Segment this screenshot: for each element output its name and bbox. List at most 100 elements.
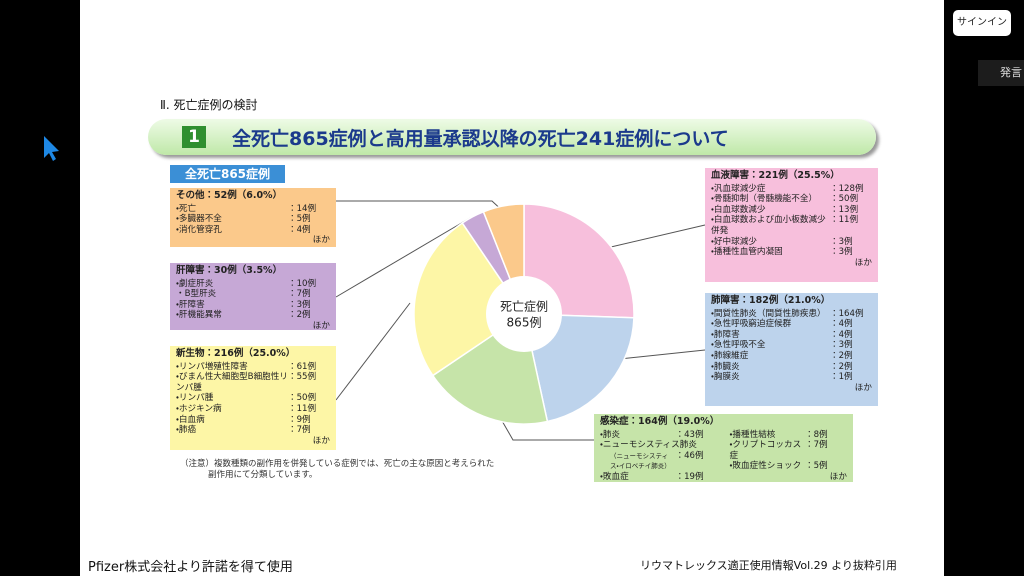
item-name: ・消化管穿孔 bbox=[176, 224, 222, 235]
item-count: ：10例 bbox=[288, 278, 317, 289]
item-row: ・肝障害 ：3例 bbox=[176, 300, 330, 311]
item-row: ・B型肝炎 ：7例 bbox=[176, 289, 330, 300]
item-name: ・汎血球減少症 bbox=[711, 183, 766, 194]
title-banner bbox=[148, 119, 876, 155]
group-header: 感染症：164例（19.0%） bbox=[600, 416, 720, 427]
item-other: ほか bbox=[312, 435, 330, 446]
item-name: ・びまん性大細胞型B細胞性リンパ腫 bbox=[176, 372, 288, 393]
item-count: ：164例 bbox=[830, 308, 864, 319]
item-count: ：3例 bbox=[830, 340, 853, 351]
item: ・汎血球減少症 ：128例 bbox=[711, 184, 872, 195]
item-count: ：14例 bbox=[288, 203, 317, 214]
item: ・クリプトコッカス症 ：7例 bbox=[730, 440, 848, 461]
item: ・敗血症 ：19例 bbox=[600, 472, 718, 483]
item-row: ・播種性結核 ：8例 bbox=[730, 430, 848, 441]
note-line: （注意）複数種類の副作用を併発している症例では、死亡の主な原因と考えられた bbox=[180, 459, 495, 469]
center-label: 865例 bbox=[507, 316, 542, 330]
item-count: ：11例 bbox=[830, 215, 859, 226]
item-row: ・白血球数および血小板数減少併発 ：11例 bbox=[711, 215, 872, 236]
item-list: ・死亡 ：14例 ・多臓器不全 ：5例 ・消化管穿孔 ：4例 bbox=[176, 204, 330, 236]
item: ・肺障害 ：4例 bbox=[711, 330, 872, 341]
item-list: ・汎血球減少症 ：128例 ・骨髄抑制（骨髄機能不全） ：50例 ・白血球数減少 ：13例… bbox=[711, 184, 872, 258]
item-name: ・白血球数および血小板数減少併発 bbox=[711, 215, 826, 236]
item-count: ：11例 bbox=[288, 403, 317, 414]
item-count: ：50例 bbox=[288, 393, 317, 404]
item: ・肝機能異常 ：2例 bbox=[176, 310, 330, 321]
item-name: ・白血病 bbox=[176, 414, 205, 425]
item-other: ほか bbox=[312, 320, 330, 331]
item-name: ・敗血症 bbox=[600, 471, 629, 482]
item-name: ・敗血症性ショック bbox=[729, 461, 802, 472]
note: （注意）複数種類の副作用を併発している症例では、死亡の主な原因と考えられた 副作… bbox=[180, 459, 494, 481]
item-name: ・肝機能異常 bbox=[176, 310, 222, 321]
item: ・骨髄抑制（骨髄機能不全） ：50例 bbox=[711, 194, 872, 205]
item-row: ・リンパ腫 ：50例 bbox=[176, 393, 330, 404]
item-row: ・消化管穿孔 ：4例 bbox=[176, 225, 330, 236]
item-row: ・骨髄抑制（骨髄機能不全） ：50例 bbox=[711, 194, 872, 205]
item-list: ・間質性肺炎（間質性肺疾患） ：164例 ・急性呼吸窮迫症候群 ：4例 ・肺障害 ：4例・… bbox=[711, 309, 872, 383]
item-count: ：9例 bbox=[288, 414, 311, 425]
item: ・間質性肺炎（間質性肺疾患） ：164例 bbox=[711, 309, 872, 320]
item-count: ：4例 bbox=[830, 319, 853, 330]
item-other: ほか bbox=[854, 257, 872, 268]
item-row: ・敗血症性ショック ：5例 bbox=[730, 461, 848, 472]
item: ・死亡 ：14例 bbox=[176, 204, 330, 215]
item-name: ・ニューモシスティス肺炎 bbox=[600, 440, 697, 451]
group-box: 肺障害：182例（21.0%） ・間質性肺炎（間質性肺疾患） ：164例 ・急性呼吸窮… bbox=[705, 293, 878, 406]
item-other: ほか bbox=[312, 235, 330, 246]
item-row: ・ニューモシスティス肺炎 bbox=[600, 440, 718, 451]
group-box: 血液障害：221例（25.5%） ・汎血球減少症 ：128例 ・骨髄抑制（骨髄機能不全… bbox=[705, 168, 878, 282]
item: ・肺癌 ：7例 bbox=[176, 425, 330, 436]
item: ・リンパ腫 ：50例 bbox=[176, 393, 330, 404]
item: ・リンパ増殖性障害 ：61例 bbox=[176, 362, 330, 373]
item-count: ：2例 bbox=[830, 350, 853, 361]
item-count: ：3例 bbox=[288, 299, 311, 310]
item: ・ホジキン病 ：11例 bbox=[176, 404, 330, 415]
item-row: ・肺癌 ：7例 bbox=[176, 425, 330, 436]
item-row: ・劇症肝炎 ：10例 bbox=[176, 279, 330, 290]
item-name: ・B型肝炎 bbox=[176, 289, 217, 300]
item-name: ・白血球数減少 bbox=[711, 204, 766, 215]
item: ・肝障害 ：3例 bbox=[176, 300, 330, 311]
item-name: ・劇症肝炎 bbox=[176, 278, 214, 289]
item-name: ・リンパ増殖性障害 bbox=[176, 361, 248, 372]
item: ・多臓器不全 ：5例 bbox=[176, 214, 330, 225]
item-list: ・劇症肝炎 ：10例 ・B型肝炎 ：7例 ・肝障害 ：3例・肝機能異常 ：2例 bbox=[176, 279, 330, 321]
item: ・急性呼吸窮迫症候群 ：4例 bbox=[711, 319, 872, 330]
item-name: ・肝障害 bbox=[176, 299, 205, 310]
item-count: ：7例 bbox=[288, 425, 311, 436]
section-heading: Ⅱ. 死亡症例の検討 bbox=[160, 98, 258, 112]
item-count: ：2例 bbox=[288, 310, 311, 321]
sign-in-button[interactable]: サインイン bbox=[953, 10, 1011, 36]
item-row: ・播種性血管内凝固 ：3例 bbox=[711, 247, 872, 258]
group-header: 肝障害：30例（3.5%） bbox=[176, 265, 283, 276]
item-row: ・胸膜炎 ：1例 bbox=[711, 372, 872, 383]
item-row: ・汎血球減少症 ：128例 bbox=[711, 184, 872, 195]
group-box: 肝障害：30例（3.5%） ・劇症肝炎 ：10例 ・B型肝炎 ：7例 ・肝障害 ：3例 ・肝機… bbox=[170, 263, 336, 331]
speaker-label: 発言 bbox=[978, 60, 1024, 86]
item-row: ・白血病 ：9例 bbox=[176, 415, 330, 426]
item-row: ・急性呼吸窮迫症候群 ：4例 bbox=[711, 319, 872, 330]
item-count: ：2例 bbox=[830, 361, 853, 372]
footer-right: リウマトレックス適正使用情報Vol.29 より抜粋引用 bbox=[640, 559, 897, 572]
item-count: ：61例 bbox=[288, 361, 317, 372]
item-name: ・胸膜炎 bbox=[711, 372, 740, 383]
chart-tag: 全死亡865症例 bbox=[170, 165, 285, 183]
item-count: ：3例 bbox=[830, 236, 853, 247]
item-count: ：7例 bbox=[805, 440, 828, 451]
item-count: ：13例 bbox=[830, 204, 859, 215]
note-line: 副作用にて分類しています。 bbox=[208, 470, 318, 480]
item-row: （ニューモシスティス・イロベチイ肺炎） ：46例 bbox=[600, 451, 718, 472]
item-row: ・肝機能異常 ：2例 bbox=[176, 310, 330, 321]
item-count: ：19例 bbox=[675, 471, 704, 482]
leader-line bbox=[335, 217, 471, 298]
item: ・劇症肝炎 ：10例 bbox=[176, 279, 330, 290]
item-name: ・肺癌 bbox=[176, 425, 197, 436]
footer-left: Pfizer株式会社より許諾を得て使用 bbox=[88, 560, 293, 575]
item-name: ・急性呼吸窮迫症候群 bbox=[711, 319, 792, 330]
group-header: 肺障害：182例（21.0%） bbox=[711, 295, 831, 306]
item: ・白血病 ：9例 bbox=[176, 415, 330, 426]
item: ・白血球数減少 ：13例 bbox=[711, 205, 872, 216]
item-other: ほか bbox=[854, 382, 872, 393]
